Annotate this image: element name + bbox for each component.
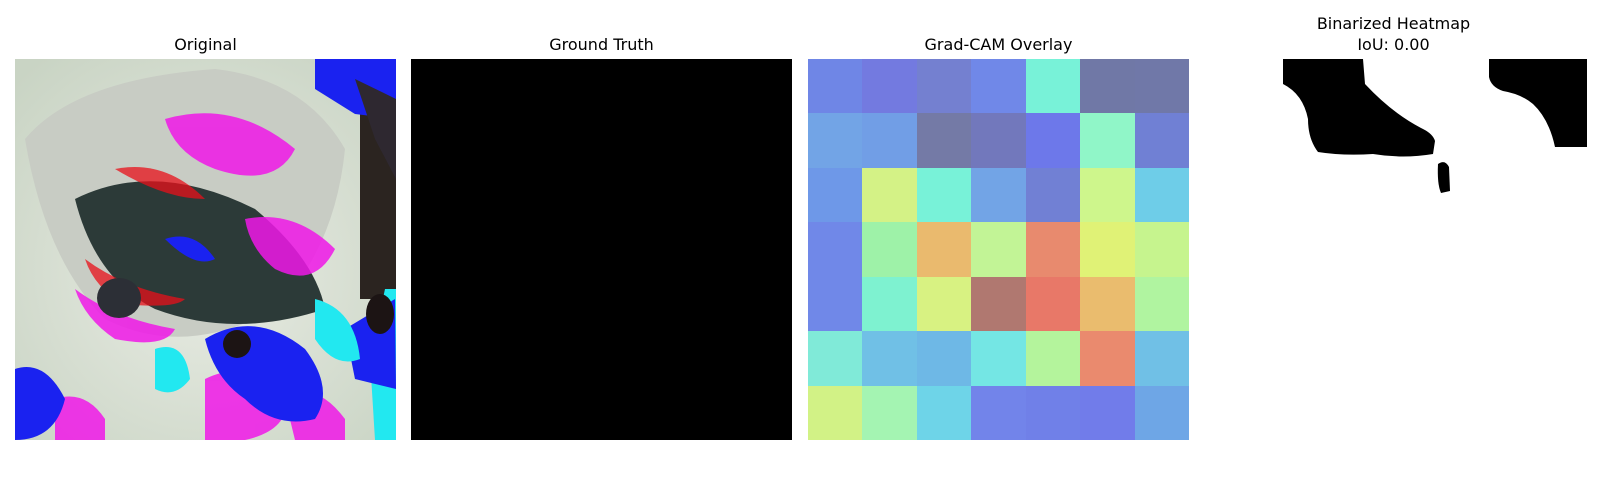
gradcam-cell — [1025, 276, 1081, 332]
binarized-title: Binarized Heatmap — [1316, 14, 1471, 33]
gradcam-cell — [971, 385, 1026, 440]
gradcam-cell — [1025, 167, 1081, 223]
gradcam-cell — [808, 276, 863, 332]
gradcam-cell — [1080, 59, 1135, 114]
gradcam-cell — [862, 276, 917, 332]
gradcam-cell — [862, 113, 917, 168]
gradcam-title: Grad-CAM Overlay — [924, 35, 1073, 54]
gradcam-cell — [1080, 222, 1135, 277]
ground-truth-title: Ground Truth — [549, 35, 654, 54]
gradcam-cell — [862, 59, 917, 114]
gradcam-cell — [862, 385, 917, 440]
gradcam-cell — [862, 222, 917, 277]
gradcam-cell — [916, 167, 972, 223]
gradcam-cell — [862, 331, 917, 386]
binarized-heatmap-image — [1283, 59, 1587, 199]
gradcam-cell — [916, 385, 972, 440]
gradcam-cell — [1134, 385, 1189, 440]
gradcam-cell — [971, 113, 1026, 168]
gradcam-cell — [1134, 113, 1189, 168]
gradcam-cell — [916, 59, 972, 114]
gradcam-cell — [916, 331, 972, 386]
gradcam-cell — [808, 167, 863, 223]
gradcam-cell — [808, 113, 863, 168]
gradcam-cell — [1080, 276, 1135, 332]
gradcam-cell — [916, 113, 972, 168]
gradcam-cell — [1025, 113, 1081, 168]
gradcam-overlay-image — [808, 59, 1189, 440]
gradcam-cell — [1025, 331, 1081, 386]
gradcam-cell — [1080, 167, 1135, 223]
gradcam-cell — [1134, 222, 1189, 277]
gradcam-cell — [971, 331, 1026, 386]
gradcam-cell — [1025, 385, 1081, 440]
gradcam-cell — [1134, 167, 1189, 223]
original-title: Original — [174, 35, 237, 54]
iou-label: IoU: 0.00 — [1357, 35, 1430, 54]
gradcam-cell — [916, 222, 972, 277]
gradcam-cell — [1134, 59, 1189, 114]
gradcam-cell — [1134, 276, 1189, 332]
gradcam-cell — [971, 276, 1026, 332]
gradcam-cell — [862, 167, 917, 223]
gradcam-cell — [808, 331, 863, 386]
gradcam-cell — [1025, 59, 1081, 114]
gradcam-cell — [1080, 385, 1135, 440]
gradcam-cell — [971, 59, 1026, 114]
gradcam-cell — [1080, 113, 1135, 168]
ground-truth-image — [411, 59, 792, 440]
gradcam-cell — [971, 222, 1026, 277]
gradcam-cell — [1080, 331, 1135, 386]
original-image — [15, 59, 396, 440]
gradcam-cell — [1025, 222, 1081, 277]
gradcam-cell — [916, 276, 972, 332]
gradcam-cell — [1134, 331, 1189, 386]
gradcam-cell — [808, 385, 863, 440]
gradcam-cell — [808, 59, 863, 114]
gradcam-cell — [808, 222, 863, 277]
gradcam-cell — [971, 167, 1026, 223]
